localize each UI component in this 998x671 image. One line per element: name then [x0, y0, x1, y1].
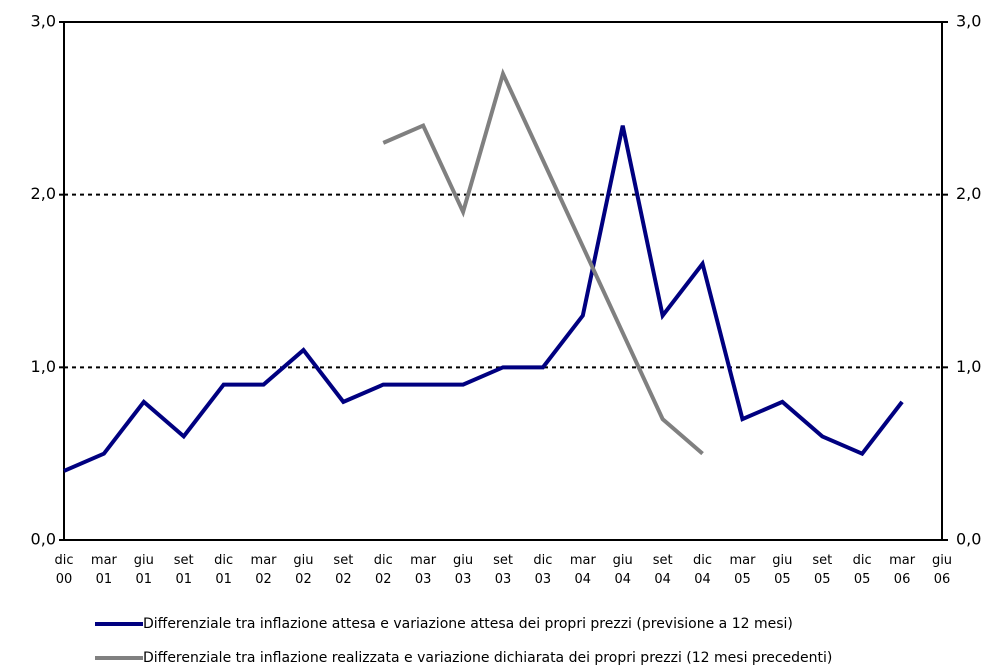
y-tick-label: 2,0 — [31, 184, 56, 203]
x-tick-label: set 04 — [652, 553, 673, 587]
y-tick-label: 1,0 — [31, 357, 56, 376]
x-tick-label: mar 02 — [250, 553, 277, 587]
y2-tick-label: 0,0 — [956, 530, 981, 549]
x-tick-label: set 03 — [493, 553, 513, 587]
x-tick-label: mar 01 — [90, 553, 117, 587]
legend-label: Differenziale tra inflazione realizzata … — [143, 650, 832, 666]
series-line — [63, 125, 904, 473]
x-tick-label: dic 00 — [54, 553, 74, 587]
x-tick-label: giu 03 — [453, 553, 474, 587]
x-tick-label: giu 04 — [612, 553, 633, 587]
y-tick-label: 0,0 — [31, 530, 56, 549]
x-tick-label: giu 02 — [293, 553, 314, 587]
legend-label: Differenziale tra inflazione attesa e va… — [143, 616, 793, 632]
y-tick-label: 3,0 — [31, 12, 56, 31]
x-tick-label: set 01 — [173, 553, 194, 587]
x-tick-label: mar 03 — [410, 553, 437, 587]
series-line — [382, 68, 704, 456]
x-tick-label: giu 06 — [931, 553, 953, 587]
x-tick-label: giu 01 — [133, 553, 154, 587]
x-tick-label: dic 02 — [373, 553, 393, 587]
plot-frame — [63, 21, 943, 541]
x-tick-label: mar 06 — [889, 553, 916, 587]
x-tick-label: mar 05 — [729, 553, 756, 587]
x-tick-label: giu 05 — [772, 553, 793, 587]
x-tick-label: set 05 — [812, 553, 833, 587]
x-tick-label: dic 05 — [852, 553, 872, 587]
x-tick-label: dic 01 — [214, 553, 234, 587]
y2-tick-label: 3,0 — [956, 12, 981, 31]
y2-tick-label: 2,0 — [956, 184, 981, 203]
y2-tick-label: 1,0 — [956, 357, 981, 376]
x-tick-label: dic 04 — [693, 553, 713, 587]
x-tick-label: mar 04 — [569, 553, 596, 587]
x-tick-label: dic 03 — [533, 553, 553, 587]
x-tick-label: set 02 — [333, 553, 354, 587]
